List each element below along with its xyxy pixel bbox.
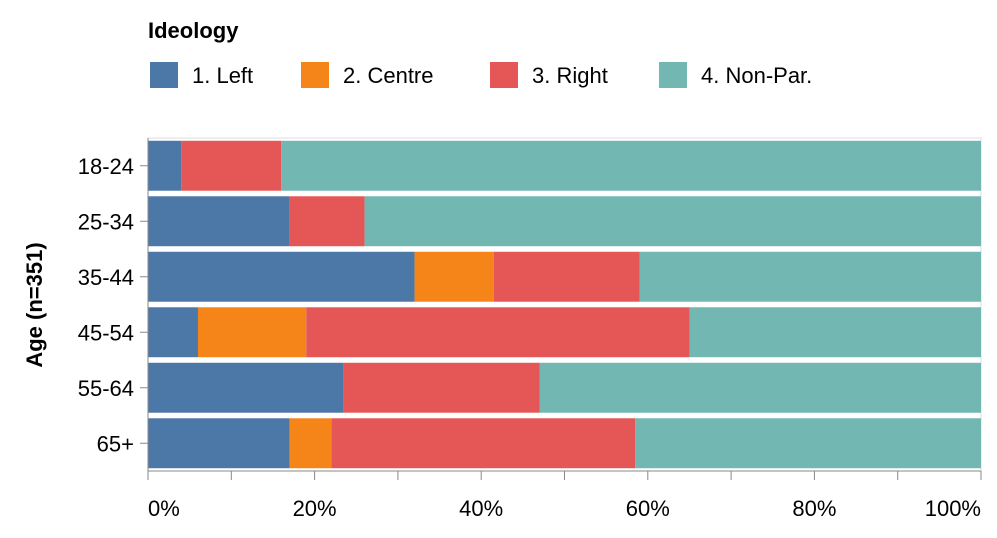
bar-35-44-series-2 [414,251,494,302]
bar-65+-series-2 [289,418,332,469]
x-tick-label-4: 80% [792,496,836,521]
bar-18-24-series-4 [281,140,981,191]
legend: 1. Left 2. Centre 3. Right 4. Non-Par. [150,62,812,88]
legend-label-3: 3. Right [532,63,608,88]
bar-18-24-series-1 [148,140,182,191]
y-tick-label-45-54: 45-54 [78,320,134,345]
y-tick-label-35-44: 35-44 [78,265,134,290]
bar-35-44-series-4 [639,251,981,302]
legend-label-2: 2. Centre [343,63,434,88]
bar-45-54-series-1 [148,307,198,358]
x-axis: 0% 20% 40% 60% 80% 100% [147,470,982,521]
x-tick-label-3: 60% [626,496,670,521]
bar-65+-series-1 [148,418,290,469]
x-tick-label-0: 0% [148,496,180,521]
legend-swatch-4 [659,62,687,88]
bar-55-64-series-4 [539,362,981,413]
bar-45-54-series-4 [689,307,981,358]
y-axis-title: Age (n=351) [22,242,47,367]
y-tick-label-18-24: 18-24 [78,154,134,179]
bar-45-54-series-3 [306,307,690,358]
bar-25-34-series-3 [289,196,365,247]
bar-35-44-series-3 [493,251,640,302]
bar-65+-series-4 [635,418,981,469]
legend-swatch-1 [150,62,178,88]
y-tick-label-25-34: 25-34 [78,209,134,234]
bar-18-24-series-3 [181,140,282,191]
legend-title: Ideology [148,18,239,43]
bar-25-34-series-1 [148,196,290,247]
plot-frame [147,137,982,472]
bar-55-64-series-3 [343,362,540,413]
legend-swatch-3 [490,62,518,88]
bar-35-44-series-1 [148,251,415,302]
bars-group [148,140,982,469]
x-tick-label-2: 40% [459,496,503,521]
x-tick-label-1: 20% [293,496,337,521]
y-tick-label-65+: 65+ [97,431,134,456]
legend-label-1: 1. Left [192,63,253,88]
bar-45-54-series-2 [197,307,307,358]
bar-25-34-series-4 [364,196,982,247]
y-tick-label-55-64: 55-64 [78,376,134,401]
y-axis: 18-24 25-34 35-44 45-54 55-64 65+ [78,138,149,471]
x-tick-label-5: 100% [925,496,981,521]
legend-label-4: 4. Non-Par. [701,63,812,88]
bar-55-64-series-1 [148,362,344,413]
legend-swatch-2 [301,62,329,88]
bar-65+-series-3 [331,418,636,469]
